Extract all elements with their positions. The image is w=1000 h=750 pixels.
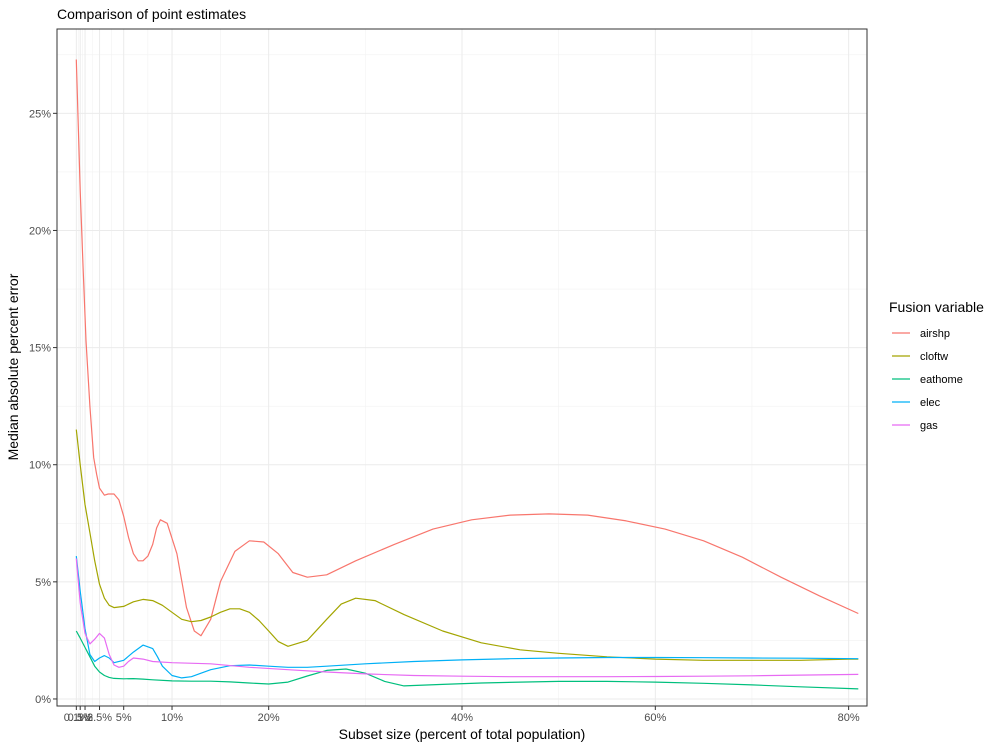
y-tick-label: 15%	[29, 343, 51, 355]
series-line-airshp	[75, 59, 859, 637]
legend-label-cloftw: cloftw	[920, 351, 948, 363]
x-tick-label: 0.1%	[64, 712, 89, 724]
x-tick-label: 0.5%	[68, 712, 93, 724]
x-tick-label: 60%	[644, 712, 666, 724]
legend-label-gas: gas	[920, 420, 938, 432]
legend-label-airshp: airshp	[920, 328, 950, 340]
x-tick-label: 40%	[451, 712, 473, 724]
legend-item-gas: gas	[892, 420, 938, 432]
series-line-eathome	[75, 630, 859, 690]
y-axis-title: Median absolute percent error	[5, 273, 21, 460]
legend-item-cloftw: cloftw	[892, 351, 948, 363]
x-tick-label: 10%	[161, 712, 183, 724]
legend-item-eathome: eathome	[892, 374, 963, 386]
plot-area	[56, 28, 868, 707]
x-tick-label: 80%	[838, 712, 860, 724]
series-lines	[75, 59, 859, 690]
x-tick-label: 20%	[258, 712, 280, 724]
legend-items: airshp cloftw eathome elec gas	[892, 328, 963, 432]
legend-label-elec: elec	[920, 397, 941, 409]
x-axis-title: Subset size (percent of total population…	[339, 726, 586, 742]
legend-item-airshp: airshp	[892, 328, 950, 340]
legend-item-elec: elec	[892, 397, 941, 409]
series-line-gas	[75, 558, 859, 678]
legend-label-eathome: eathome	[920, 374, 963, 386]
legend: Fusion variable airshp cloftw eathome elec g…	[889, 299, 984, 432]
legend-title: Fusion variable	[889, 299, 984, 315]
y-tick-label: 0%	[35, 694, 51, 706]
series-line-cloftw	[75, 429, 859, 661]
x-axis-ticks: 0.1%0.5%1%2.5% 5% 10% 20% 40% 60% 80%	[64, 706, 860, 724]
y-axis-ticks: 0% 5% 10% 15% 20% 25%	[29, 108, 57, 706]
series-line-elec	[75, 556, 859, 679]
x-tick-label: 2.5%	[87, 712, 112, 724]
y-tick-label: 25%	[29, 108, 51, 120]
x-tick-label: 1%	[77, 712, 93, 724]
grid-lines	[57, 29, 867, 706]
x-tick-label: 5%	[116, 712, 132, 724]
y-tick-label: 20%	[29, 225, 51, 237]
y-tick-label: 5%	[35, 577, 51, 589]
chart-title: Comparison of point estimates	[57, 6, 246, 22]
y-tick-label: 10%	[29, 460, 51, 472]
